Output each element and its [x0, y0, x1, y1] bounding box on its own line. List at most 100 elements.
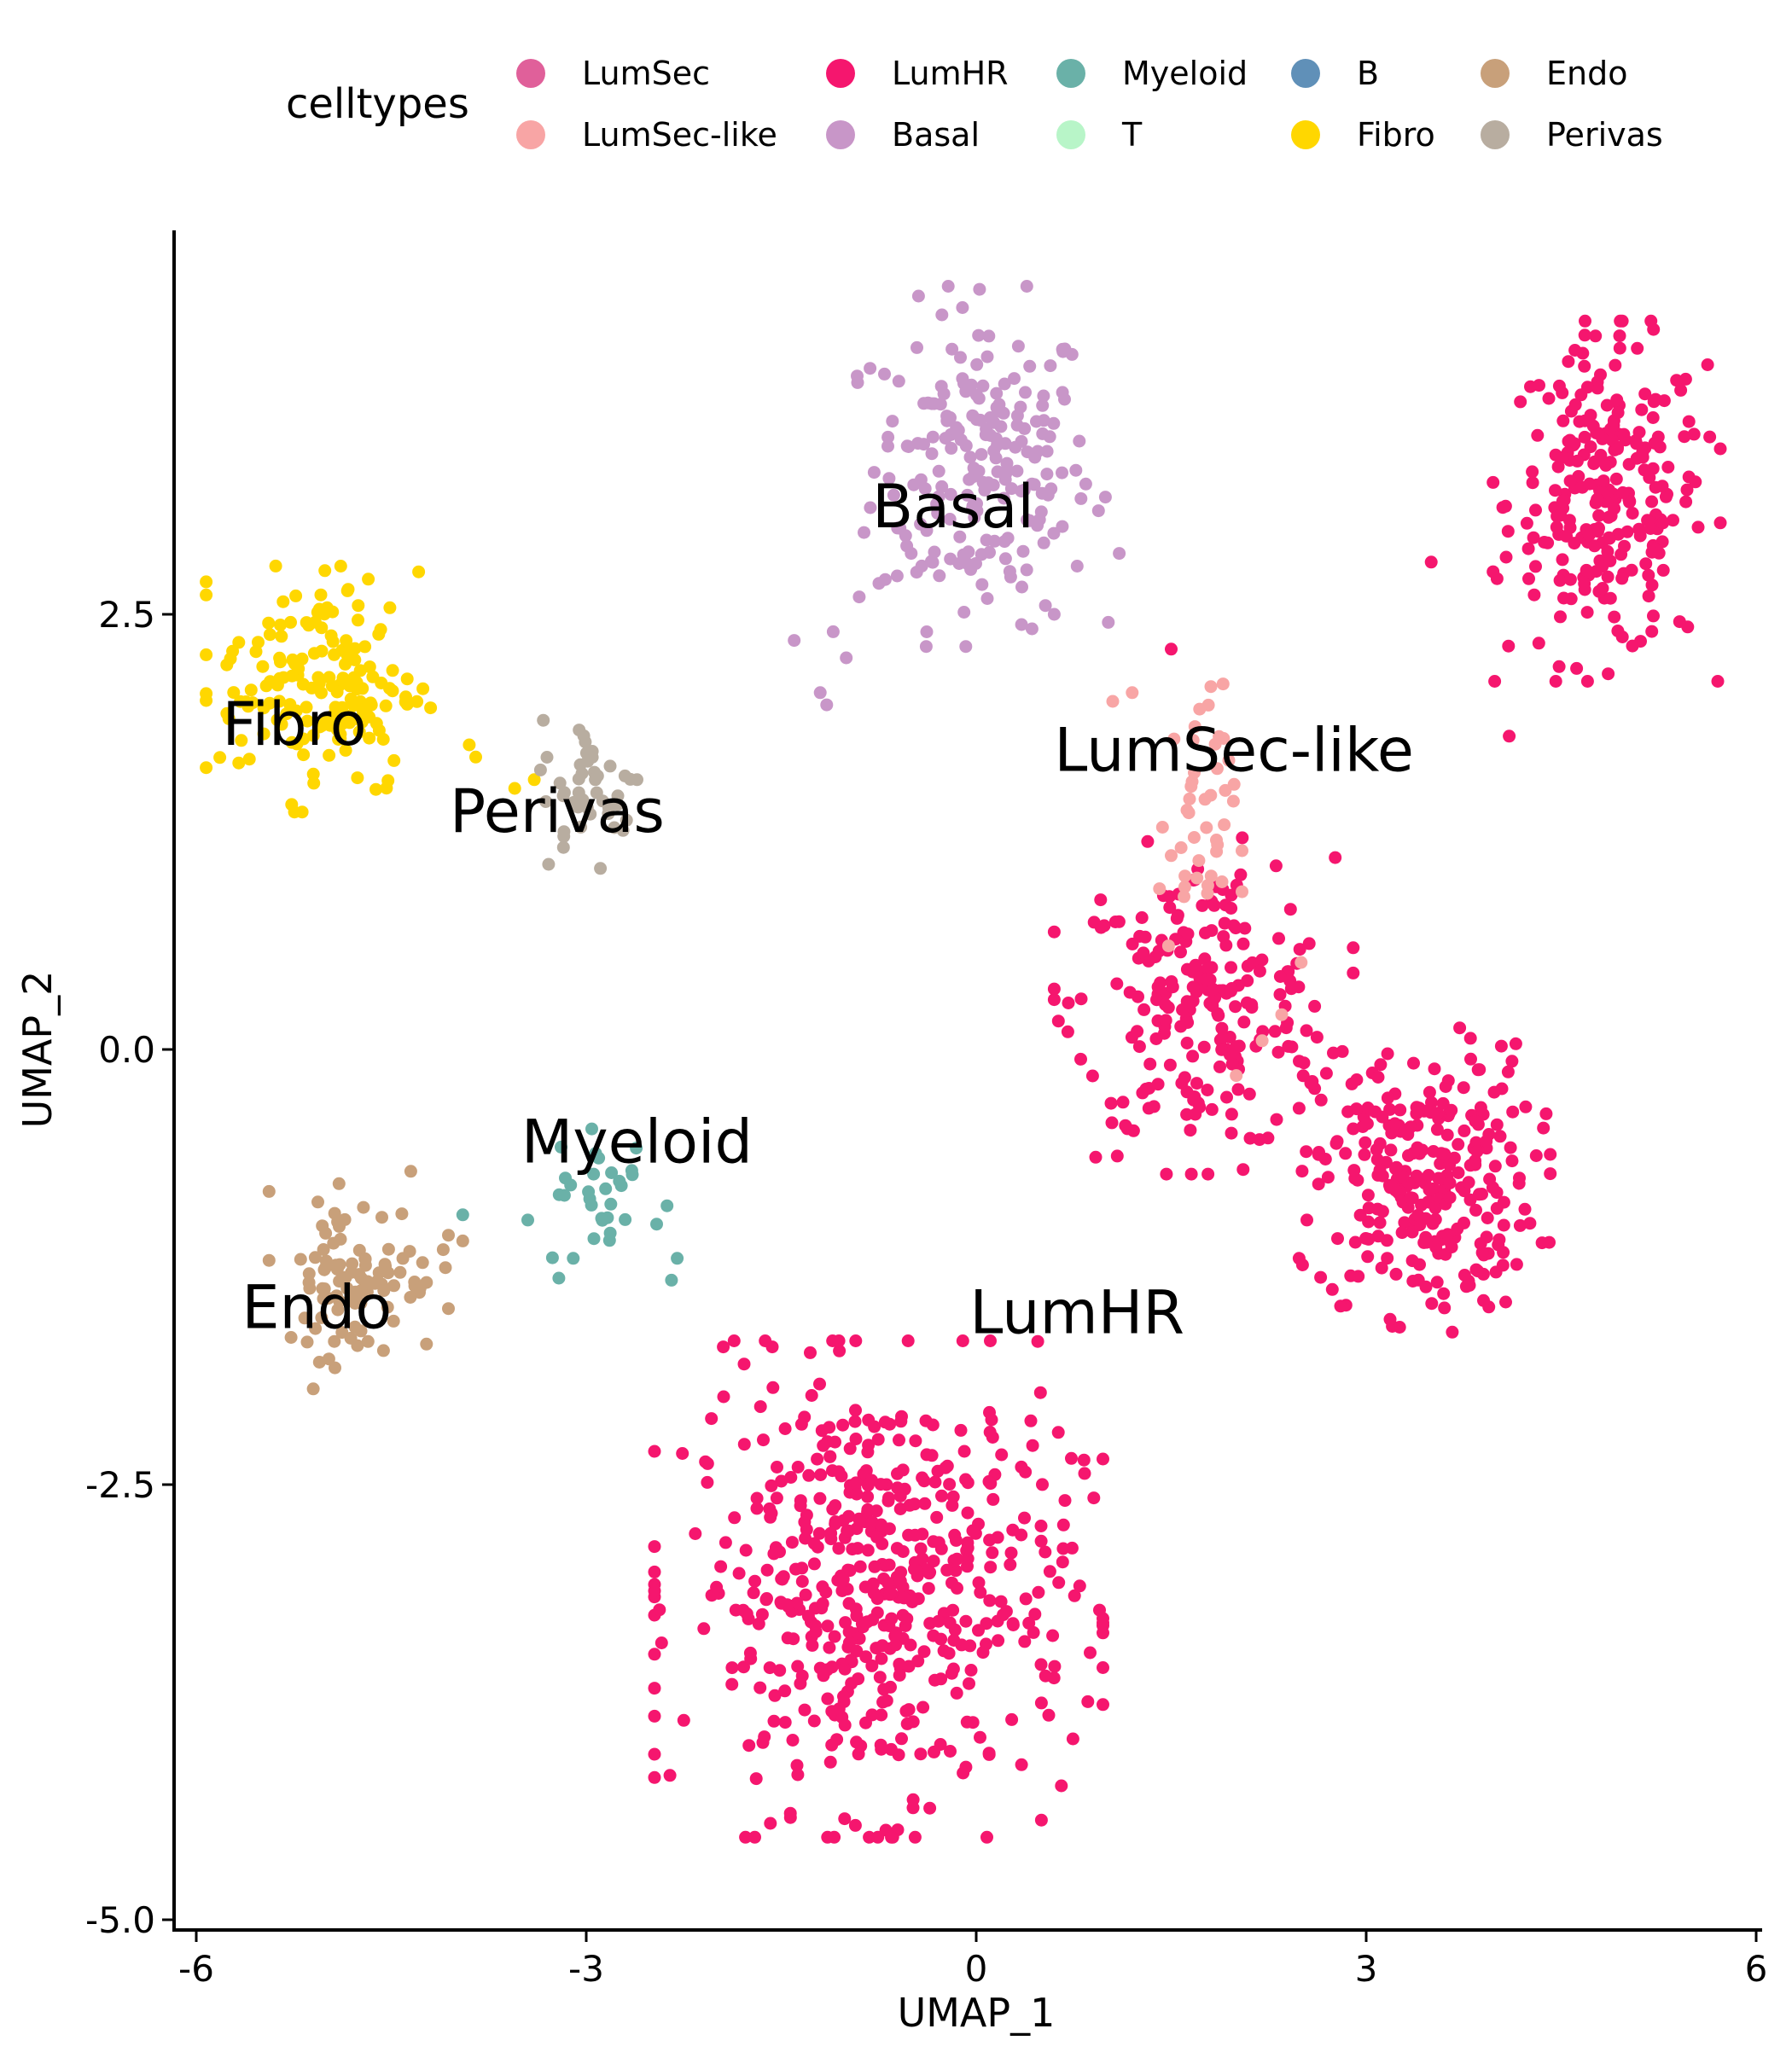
point-lumhr: [823, 1641, 836, 1654]
point-lumsec-like: [1210, 762, 1224, 776]
point-fibro: [259, 679, 273, 693]
point-lumhr: [813, 1377, 826, 1391]
point-lumhr: [1036, 1478, 1049, 1491]
point-lumhr: [829, 1435, 841, 1449]
point-lumsec-like: [1187, 831, 1201, 844]
point-lumhr: [1578, 583, 1591, 596]
point-lumhr: [1256, 1025, 1270, 1038]
point-myeloid: [603, 1226, 617, 1240]
point-lumhr: [1047, 982, 1061, 996]
point-lumhr: [1199, 927, 1212, 939]
point-lumhr: [821, 1830, 835, 1844]
point-lumhr: [1051, 1426, 1065, 1439]
point-lumhr: [1533, 379, 1545, 392]
point-lumhr: [1645, 578, 1659, 592]
point-lumhr: [1480, 1135, 1493, 1148]
point-lumhr: [1078, 1467, 1091, 1480]
point-lumhr: [1056, 1555, 1069, 1569]
point-lumhr: [778, 1422, 792, 1435]
point-lumhr: [1055, 1779, 1068, 1793]
point-fibro: [257, 727, 271, 741]
point-basal: [943, 513, 957, 526]
point-endo: [330, 1289, 343, 1303]
point-lumhr: [775, 1474, 788, 1488]
point-lumhr: [1674, 383, 1688, 397]
point-lumhr: [1034, 1658, 1048, 1671]
point-myeloid: [552, 1271, 566, 1285]
point-endo: [335, 1326, 349, 1340]
point-lumsec-like: [1200, 821, 1213, 834]
point-lumsec-like: [1180, 804, 1194, 817]
point-lumhr: [832, 1542, 846, 1555]
point-basal: [1040, 468, 1054, 481]
point-lumhr: [653, 1603, 666, 1617]
point-lumhr: [1137, 946, 1150, 960]
point-lumhr: [928, 1475, 942, 1489]
point-perivas: [620, 813, 633, 827]
point-perivas: [567, 795, 580, 809]
point-lumhr: [964, 1664, 978, 1677]
point-lumhr: [747, 1586, 760, 1600]
point-lumhr: [775, 1572, 788, 1585]
point-lumhr: [1056, 1542, 1070, 1555]
point-lumhr: [1047, 925, 1061, 939]
point-basal: [964, 562, 978, 576]
point-lumhr: [1579, 314, 1591, 328]
point-lumhr: [1196, 898, 1209, 912]
point-lumhr: [1552, 660, 1566, 673]
point-lumhr: [1284, 982, 1298, 996]
point-lumhr: [1243, 1131, 1257, 1145]
point-lumhr: [1407, 1056, 1420, 1070]
point-endo: [315, 1311, 329, 1324]
legend-key: [1291, 59, 1320, 88]
point-basal: [957, 606, 971, 619]
point-basal: [919, 640, 933, 654]
point-lumhr: [1488, 1160, 1502, 1173]
point-lumhr: [1253, 1133, 1266, 1147]
point-lumhr: [768, 1689, 782, 1702]
point-lumhr: [717, 1390, 730, 1404]
point-lumhr: [1563, 520, 1577, 534]
point-basal: [980, 350, 994, 363]
point-fibro: [330, 685, 344, 699]
point-lumhr: [946, 1662, 960, 1676]
point-lumhr: [1657, 394, 1671, 408]
point-lumhr: [961, 1541, 975, 1555]
point-lumsec-like: [1208, 737, 1222, 751]
point-myeloid: [660, 1199, 674, 1212]
point-lumhr: [1163, 901, 1177, 915]
point-lumhr: [1065, 1451, 1078, 1465]
point-lumhr: [1043, 1565, 1056, 1578]
point-lumhr: [771, 1461, 783, 1474]
point-lumhr: [770, 1491, 783, 1505]
point-lumhr: [1068, 1589, 1081, 1602]
point-basal: [991, 465, 1004, 479]
point-lumhr: [1531, 428, 1545, 442]
point-lumhr: [1580, 675, 1594, 688]
point-fibro: [272, 695, 286, 708]
legend-key: [1481, 120, 1510, 149]
point-lumhr: [1238, 921, 1252, 935]
point-lumhr: [1389, 1267, 1403, 1281]
point-basal: [961, 488, 975, 502]
point-lumhr: [1549, 675, 1562, 688]
point-fibro: [200, 761, 213, 775]
point-lumhr: [884, 1742, 898, 1756]
point-lumhr: [1618, 539, 1631, 553]
point-lumsec-like: [1106, 695, 1120, 708]
point-myeloid: [619, 1212, 632, 1226]
point-basal: [1039, 599, 1052, 613]
legend-key: [1291, 120, 1320, 149]
point-lumhr: [739, 1543, 753, 1557]
point-basal: [1020, 280, 1033, 293]
point-lumsec-like: [1204, 680, 1218, 694]
point-basal: [980, 592, 994, 605]
point-fibro: [256, 660, 270, 673]
point-lumhr: [1325, 1282, 1339, 1296]
point-lumhr: [1596, 582, 1609, 595]
point-myeloid: [555, 1140, 567, 1154]
legend-label: Fibro: [1357, 116, 1435, 154]
point-lumhr: [885, 1830, 899, 1844]
point-lumhr: [817, 1439, 830, 1452]
point-basal: [1015, 580, 1028, 594]
